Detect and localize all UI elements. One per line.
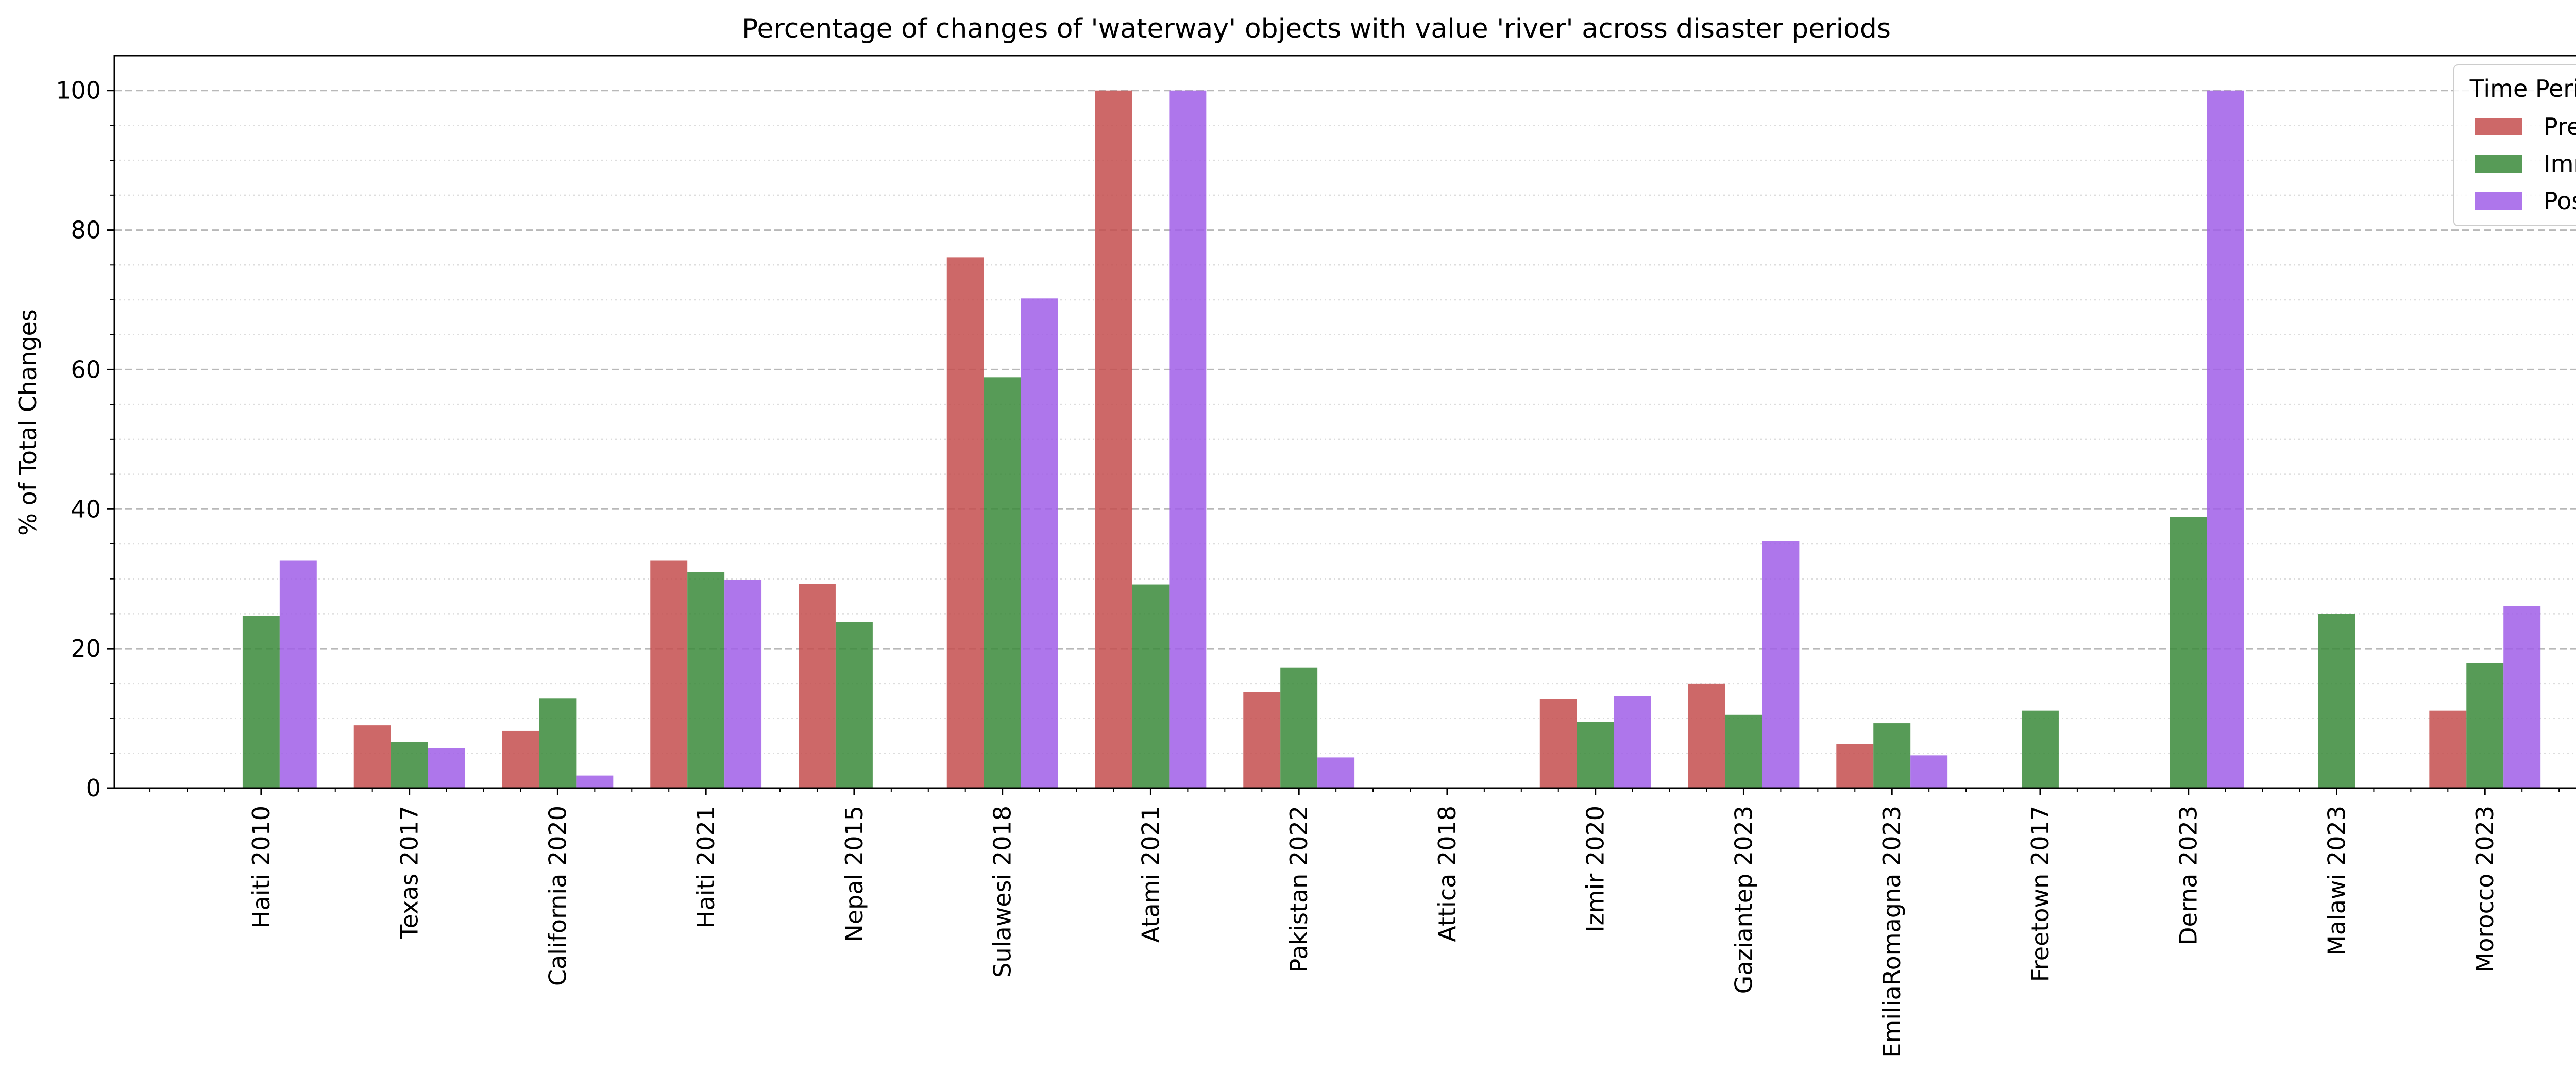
- y-tick-label: 100: [56, 77, 101, 105]
- legend-box: [2453, 64, 2576, 226]
- bar-post: [1021, 298, 1058, 788]
- legend: Time Period Pre Imm Post: [2453, 64, 2576, 226]
- bar-post: [1317, 757, 1355, 788]
- bar-post: [2207, 90, 2244, 789]
- bar-imm: [391, 742, 428, 788]
- bar-pre: [1243, 692, 1281, 788]
- x-tick-label: Freetown 2017: [2026, 806, 2054, 982]
- bar-pre: [1095, 90, 1132, 789]
- x-tick-label: Malawi 2023: [2323, 806, 2350, 956]
- chart-title: Percentage of changes of 'waterway' obje…: [742, 13, 1891, 44]
- x-tick-label: Texas 2017: [396, 806, 423, 940]
- bars: [242, 90, 2541, 789]
- y-tick-label: 80: [71, 216, 101, 244]
- x-tick-label: Izmir 2020: [1582, 806, 1609, 932]
- bar-pre: [1688, 683, 1725, 788]
- bar-imm: [1725, 714, 1762, 788]
- bar-imm: [1577, 722, 1614, 788]
- bar-pre: [502, 730, 539, 788]
- legend-label-post: Post: [2544, 187, 2576, 215]
- y-tick-label: 40: [71, 495, 101, 523]
- bar-imm: [539, 698, 577, 788]
- legend-label-pre: Pre: [2544, 113, 2576, 141]
- legend-swatch-post: [2475, 192, 2522, 210]
- bar-pre: [353, 725, 391, 788]
- bar-post: [1614, 696, 1651, 788]
- x-tick-label: California 2020: [544, 806, 571, 986]
- x-tick-label: Sulawesi 2018: [989, 806, 1016, 978]
- bar-pre: [650, 560, 688, 788]
- bar-pre: [1836, 744, 1874, 788]
- bar-imm: [2318, 614, 2355, 788]
- bar-post: [2503, 606, 2541, 788]
- y-tick-label: 0: [86, 774, 101, 802]
- x-axis: Haiti 2010 Texas 2017 California 2020 Haiti…: [149, 788, 2560, 1058]
- y-axis-label: % of Total Changes: [14, 309, 42, 535]
- y-axis: 0 20 40 60 80 100: [56, 77, 114, 802]
- x-tick-label: Derna 2023: [2175, 806, 2202, 945]
- x-tick-label: Gaziantep 2023: [1730, 806, 1757, 994]
- bar-pre: [1539, 699, 1577, 788]
- legend-swatch-imm: [2475, 155, 2522, 173]
- bar-pre: [2429, 710, 2467, 788]
- bar-post: [279, 560, 317, 788]
- plot-frame: [113, 55, 2576, 789]
- legend-title: Time Period: [2469, 75, 2576, 103]
- bar-post: [1169, 90, 1207, 789]
- bar-post: [1910, 755, 1948, 788]
- bar-imm: [2170, 517, 2207, 788]
- legend-label-imm: Imm: [2544, 150, 2576, 178]
- x-tick-label: Morocco 2023: [2471, 806, 2499, 973]
- bar-imm: [1873, 723, 1911, 788]
- bar-pre: [799, 584, 836, 788]
- legend-swatch-pre: [2475, 118, 2522, 135]
- x-tick-label: Haiti 2010: [247, 806, 275, 928]
- x-tick-label: Attica 2018: [1433, 806, 1461, 942]
- x-tick-label: EmiliaRomagna 2023: [1878, 806, 1906, 1058]
- bar-imm: [242, 616, 280, 788]
- bar-post: [576, 775, 614, 788]
- bar-post: [428, 748, 465, 788]
- bar-imm: [687, 572, 725, 788]
- x-tick-label: Haiti 2021: [692, 806, 720, 928]
- x-tick-label: Pakistan 2022: [1285, 806, 1313, 973]
- bar-imm: [2022, 710, 2059, 788]
- y-tick-label: 20: [71, 635, 101, 662]
- bar-imm: [1132, 584, 1170, 788]
- bar-imm: [1280, 667, 1318, 788]
- bar-imm: [835, 622, 873, 788]
- bar-imm: [2466, 663, 2504, 788]
- bar-post: [724, 580, 762, 788]
- bar-pre: [946, 257, 984, 789]
- x-tick-label: Atami 2021: [1137, 806, 1164, 943]
- y-tick-label: 60: [71, 355, 101, 383]
- bar-post: [1762, 541, 1800, 788]
- x-tick-label: Nepal 2015: [840, 806, 868, 942]
- bar-imm: [984, 377, 1021, 788]
